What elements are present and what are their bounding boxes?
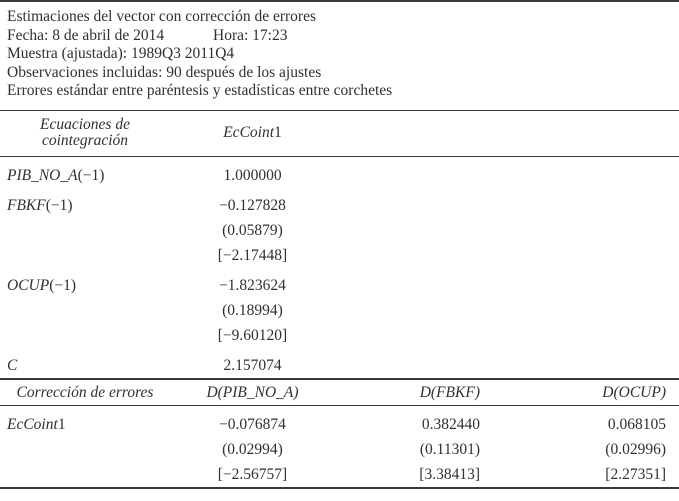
coef-cell: 2.157074 <box>223 357 282 375</box>
bottom-rule <box>0 486 679 489</box>
table-row-eccoint1-tstat: [−2.56757] [3.38413] [2.27351] <box>0 462 679 487</box>
table-meta-block: Estimaciones del vector con corrección d… <box>0 2 679 110</box>
d-ocup-column-header: D(OCUP) <box>525 379 679 406</box>
table-row-eccoint1-se: (0.02994) (0.11301) (0.02996) <box>0 437 679 462</box>
cointegration-header-line1: Ecuaciones de <box>40 116 130 134</box>
top-rule <box>0 0 679 2</box>
coef-cell: −1.823624 <box>219 277 286 295</box>
se-cell: (0.11301) <box>419 440 480 458</box>
table-row-constant: C 2.157074 <box>0 348 679 378</box>
error-correction-header-row: Corrección de errores D(PIB_NO_A) D(FBKF… <box>0 379 679 406</box>
empty-header-cell <box>335 111 525 158</box>
variable-label: C <box>7 357 18 375</box>
date-time-line: Fecha: 8 de abril de 2014 Hora: 17:23 <box>7 27 671 46</box>
vec-output-page: Estimaciones del vector con corrección d… <box>0 0 679 489</box>
section-separator-rule <box>0 378 679 380</box>
se-cell: (0.05879) <box>222 222 283 240</box>
empty-header-cell <box>525 111 679 158</box>
cointegration-equations-header: Ecuaciones de cointegración <box>0 111 170 158</box>
observations-line: Observaciones incluidas: 90 después de l… <box>7 63 322 81</box>
table-row-ocup-tstat: [−9.60120] <box>0 323 679 348</box>
t-stat-cell: [−2.56757] <box>217 465 288 483</box>
cointegration-header-line2: cointegración <box>41 132 129 150</box>
t-stat-cell: [−9.60120] <box>217 327 288 345</box>
t-stat-cell: [3.38413] <box>419 465 480 483</box>
coef-cell: −0.076874 <box>219 415 286 433</box>
table-row-ocup-coef: OCUP(−1) −1.823624 <box>0 268 679 298</box>
se-cell: (0.02994) <box>222 440 283 458</box>
eccoint1-column-header: EcCoint1 <box>170 111 335 158</box>
d-pib-no-a-column-header: D(PIB_NO_A) <box>170 379 335 406</box>
eccoint1-row-label: EcCoint1 <box>7 415 66 433</box>
coef-cell: −0.127828 <box>219 197 286 215</box>
t-stat-cell: [2.27351] <box>605 465 666 483</box>
date-label: Fecha: 8 de abril de 2014 <box>7 26 165 44</box>
se-cell: (0.18994) <box>222 302 283 320</box>
d-fbkf-column-header: D(FBKF) <box>335 379 525 406</box>
variable-label: FBKF(−1) <box>7 197 73 215</box>
coef-cell: 0.382440 <box>421 415 480 433</box>
table-title: Estimaciones del vector con corrección d… <box>7 8 316 25</box>
table-row-fbkf-tstat: [−2.17448] <box>0 243 679 268</box>
table-row-fbkf-se: (0.05879) <box>0 218 679 243</box>
sample-line: Muestra (ajustada): 1989Q3 2011Q4 <box>7 45 235 63</box>
cointegration-table: Ecuaciones de cointegración EcCoint1 PIB… <box>0 111 679 378</box>
table-row-fbkf-coef: FBKF(−1) −0.127828 <box>0 188 679 218</box>
table-row-eccoint1-coef: EcCoint1 −0.076874 0.382440 0.068105 <box>0 405 679 437</box>
table-row-pib-coef: PIB_NO_A(−1) 1.000000 <box>0 157 679 189</box>
table-row-ocup-se: (0.18994) <box>0 298 679 323</box>
variable-label: PIB_NO_A(−1) <box>7 167 105 185</box>
standard-errors-note: Errores estándar entre paréntesis y esta… <box>7 82 393 100</box>
header-separator-rule <box>0 109 679 112</box>
se-cell: (0.02996) <box>605 440 666 458</box>
coef-cell: 0.068105 <box>607 415 666 433</box>
coef-cell: 1.000000 <box>223 167 282 185</box>
t-stat-cell: [−2.17448] <box>217 247 288 265</box>
error-correction-table: Corrección de errores D(PIB_NO_A) D(FBKF… <box>0 379 679 487</box>
time-label: Hora: 17:23 <box>213 26 288 44</box>
variable-label: OCUP(−1) <box>7 277 77 295</box>
error-correction-header: Corrección de errores <box>0 379 170 406</box>
cointegration-header-row: Ecuaciones de cointegración EcCoint1 <box>0 111 679 158</box>
